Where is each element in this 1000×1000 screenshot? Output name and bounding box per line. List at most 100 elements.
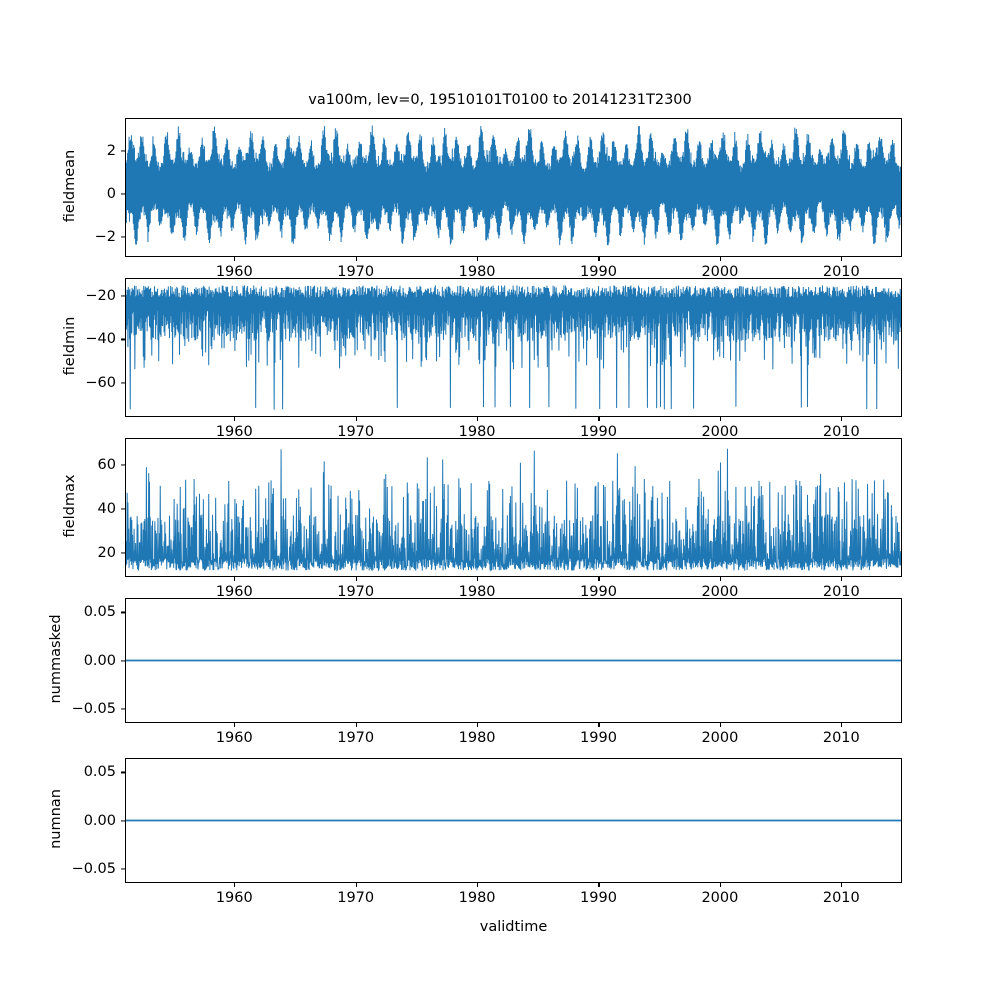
plot-panel-nummasked [125,598,902,723]
xtick-label-numnan-3: 1990 [580,890,617,906]
xtick-mark-numnan-4 [719,883,721,887]
xtick-mark-fieldmin-5 [841,417,843,421]
xtick-label-fieldmean-3: 1990 [580,264,617,280]
xtick-label-fieldmax-3: 1990 [580,584,617,600]
xtick-label-fieldmin-1: 1970 [337,424,375,440]
xtick-mark-nummasked-1 [355,723,357,727]
xtick-mark-fieldmax-2 [477,577,479,581]
xtick-label-fieldmin-5: 2010 [822,424,860,440]
xtick-label-numnan-2: 1980 [458,890,496,906]
ytick-mark-numnan-2 [121,771,125,773]
ytick-mark-nummasked-2 [121,611,125,613]
plot-panel-fieldmax [125,438,902,577]
plot-panel-fieldmin [125,278,902,417]
xtick-label-fieldmin-3: 1990 [580,424,617,440]
ytick-label-nummasked-0: −0.05 [71,700,116,717]
xtick-mark-fieldmin-1 [355,417,357,421]
ytick-label-nummasked-2: 0.05 [83,604,116,621]
xtick-mark-fieldmax-5 [841,577,843,581]
xtick-label-nummasked-2: 1980 [458,730,496,746]
xtick-label-numnan-5: 2010 [822,890,860,906]
xtick-mark-fieldmin-3 [598,417,600,421]
xtick-label-fieldmax-0: 1960 [215,584,253,600]
ytick-mark-numnan-0 [121,868,125,870]
xtick-mark-numnan-3 [598,883,600,887]
xtick-label-fieldmin-2: 1980 [458,424,496,440]
data-line-numnan [126,759,901,882]
ytick-label-fieldmin-0: −60 [85,374,116,391]
plot-panel-numnan [125,758,902,883]
ytick-mark-nummasked-0 [121,708,125,710]
xtick-label-fieldmean-4: 2000 [701,264,739,280]
xtick-mark-fieldmax-0 [234,577,236,581]
xtick-label-numnan-1: 1970 [337,890,375,906]
ytick-label-numnan-1: 0.00 [83,812,116,829]
xtick-label-numnan-4: 2000 [701,890,739,906]
xtick-label-fieldmax-1: 1970 [337,584,375,600]
ytick-label-numnan-2: 0.05 [83,764,116,781]
ytick-mark-fieldmin-0 [121,381,125,384]
xtick-mark-numnan-0 [234,883,236,887]
ytick-label-fieldmax-0: 20 [97,544,116,561]
xtick-label-fieldmax-2: 1980 [458,584,496,600]
xtick-label-fieldmin-0: 1960 [215,424,253,440]
xtick-mark-numnan-5 [841,883,843,887]
xtick-mark-nummasked-5 [841,723,843,727]
xtick-mark-numnan-2 [477,883,479,887]
ytick-mark-numnan-1 [121,819,125,822]
xtick-mark-fieldmax-4 [719,577,721,581]
xtick-label-fieldmin-4: 2000 [701,424,739,440]
xtick-mark-fieldmean-4 [719,257,721,261]
xtick-mark-nummasked-3 [598,723,600,727]
ytick-mark-fieldmin-2 [121,295,125,297]
xaxis-label: validtime [479,919,548,935]
xtick-label-fieldmean-1: 1970 [337,264,375,280]
ytick-mark-fieldmean-2 [121,150,125,152]
ytick-mark-nummasked-1 [121,659,125,662]
ytick-label-fieldmean-1: 0 [106,185,116,202]
ytick-mark-fieldmin-1 [121,338,125,340]
xtick-mark-nummasked-4 [719,723,721,727]
xtick-label-fieldmax-4: 2000 [701,584,739,600]
xtick-mark-fieldmin-2 [477,417,479,421]
data-line-fieldmin [126,279,901,416]
xtick-mark-fieldmax-1 [355,577,357,581]
ytick-label-fieldmin-2: −20 [85,288,116,305]
figure-title: va100m, lev=0, 19510101T0100 to 20141231… [308,92,692,108]
data-line-nummasked [126,599,901,722]
data-line-fieldmean [126,119,901,256]
ytick-label-fieldmean-2: 2 [106,143,116,160]
xtick-label-nummasked-1: 1970 [337,730,375,746]
xtick-label-fieldmean-2: 1980 [458,264,496,280]
ytick-label-fieldmin-1: −40 [85,331,116,348]
ytick-mark-fieldmax-0 [121,552,125,554]
ytick-mark-fieldmean-1 [121,193,125,195]
data-line-fieldmax [126,439,901,576]
xtick-label-nummasked-0: 1960 [215,730,253,746]
xtick-mark-fieldmean-2 [477,257,479,261]
xtick-label-nummasked-4: 2000 [701,730,739,746]
xtick-label-nummasked-3: 1990 [580,730,617,746]
xtick-label-nummasked-5: 2010 [822,730,860,746]
xtick-label-numnan-0: 1960 [215,890,253,906]
xtick-label-fieldmax-5: 2010 [822,584,860,600]
ytick-label-fieldmean-0: −2 [94,228,116,245]
ytick-mark-fieldmax-1 [121,508,125,510]
xtick-mark-fieldmin-4 [719,417,721,421]
ytick-label-numnan-0: −0.05 [71,860,116,877]
xtick-mark-numnan-1 [355,883,357,887]
yaxis-label-fieldmax: fieldmax [62,474,78,537]
ytick-mark-fieldmax-2 [121,464,125,466]
xtick-mark-fieldmean-1 [355,257,357,261]
xtick-label-fieldmean-0: 1960 [215,264,253,280]
plot-panel-fieldmean [125,118,902,257]
ytick-label-fieldmax-1: 40 [97,501,116,518]
ytick-label-fieldmax-2: 60 [97,457,116,474]
xtick-mark-fieldmin-0 [234,417,236,421]
xtick-mark-fieldmean-3 [598,257,600,261]
xtick-mark-nummasked-0 [234,723,236,727]
xtick-mark-fieldmax-3 [598,577,600,581]
xtick-mark-fieldmean-5 [841,257,843,261]
ytick-mark-fieldmean-0 [121,236,125,238]
